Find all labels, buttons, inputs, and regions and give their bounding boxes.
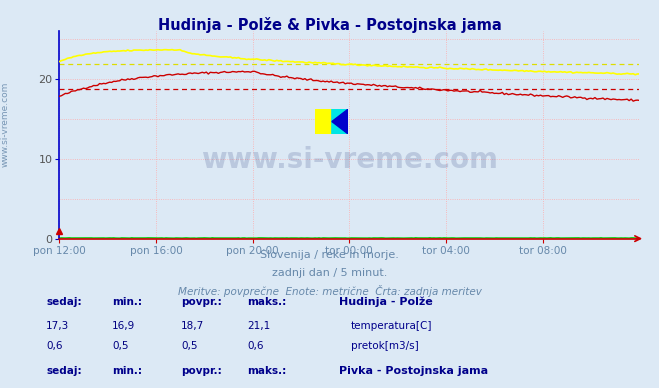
Text: povpr.:: povpr.: bbox=[181, 296, 222, 307]
Text: 18,7: 18,7 bbox=[181, 320, 204, 331]
Text: 0,6: 0,6 bbox=[46, 341, 63, 351]
Text: 0,5: 0,5 bbox=[112, 341, 129, 351]
Text: maks.:: maks.: bbox=[247, 296, 287, 307]
Text: min.:: min.: bbox=[112, 366, 142, 376]
Text: pretok[m3/s]: pretok[m3/s] bbox=[351, 341, 418, 351]
Text: Pivka - Postojnska jama: Pivka - Postojnska jama bbox=[339, 366, 488, 376]
Text: Meritve: povprečne  Enote: metrične  Črta: zadnja meritev: Meritve: povprečne Enote: metrične Črta:… bbox=[177, 285, 482, 297]
Text: min.:: min.: bbox=[112, 296, 142, 307]
Polygon shape bbox=[332, 121, 349, 134]
Text: zadnji dan / 5 minut.: zadnji dan / 5 minut. bbox=[272, 268, 387, 278]
Text: Hudinja - Polže & Pivka - Postojnska jama: Hudinja - Polže & Pivka - Postojnska jam… bbox=[158, 17, 501, 33]
Polygon shape bbox=[332, 109, 349, 134]
Text: www.si-vreme.com: www.si-vreme.com bbox=[201, 146, 498, 174]
Text: 16,9: 16,9 bbox=[112, 320, 135, 331]
Polygon shape bbox=[316, 109, 332, 134]
Text: Hudinja - Polže: Hudinja - Polže bbox=[339, 296, 433, 307]
Text: 17,3: 17,3 bbox=[46, 320, 69, 331]
Text: www.si-vreme.com: www.si-vreme.com bbox=[1, 81, 10, 167]
Text: sedaj:: sedaj: bbox=[46, 366, 82, 376]
Text: 21,1: 21,1 bbox=[247, 320, 270, 331]
Text: maks.:: maks.: bbox=[247, 366, 287, 376]
Text: temperatura[C]: temperatura[C] bbox=[351, 320, 432, 331]
Text: Slovenija / reke in morje.: Slovenija / reke in morje. bbox=[260, 250, 399, 260]
Polygon shape bbox=[332, 109, 349, 121]
Text: 0,5: 0,5 bbox=[181, 341, 198, 351]
Text: sedaj:: sedaj: bbox=[46, 296, 82, 307]
Text: 0,6: 0,6 bbox=[247, 341, 264, 351]
Text: povpr.:: povpr.: bbox=[181, 366, 222, 376]
